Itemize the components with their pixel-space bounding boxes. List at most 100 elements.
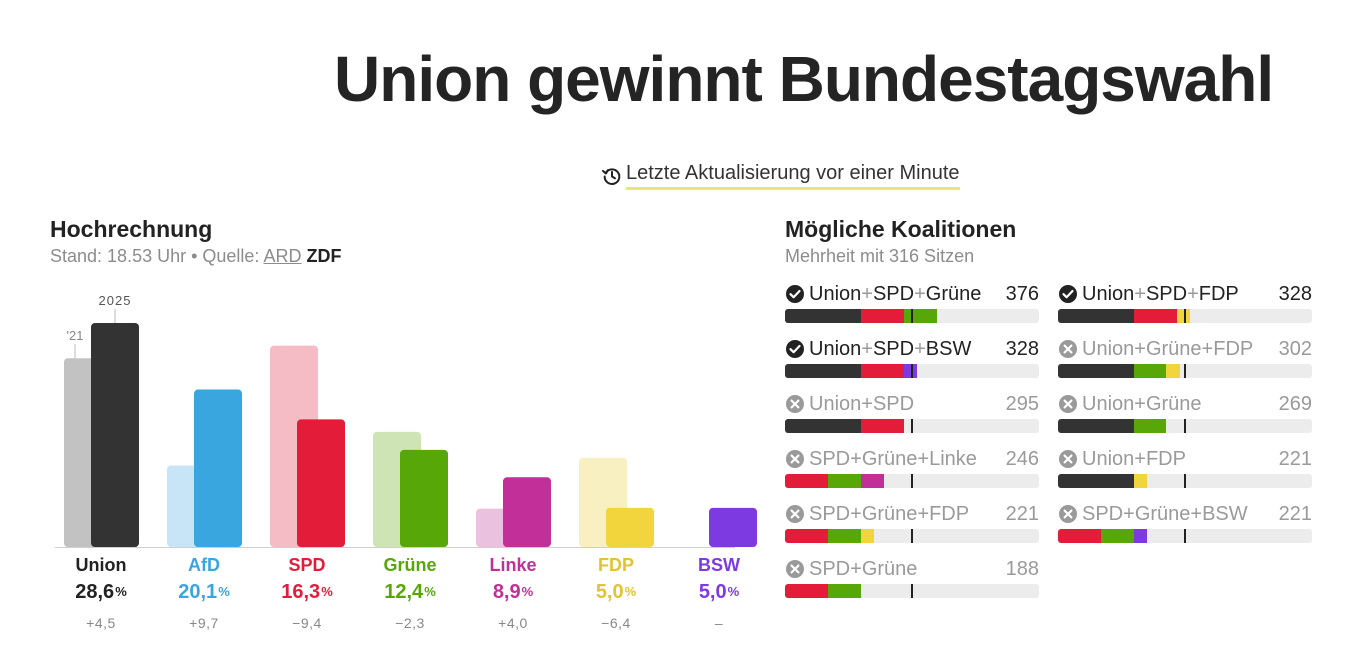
seat-segment-gruene	[1133, 364, 1167, 378]
party-change: –	[714, 615, 724, 631]
coalition-name: Union+SPD+Grüne	[809, 283, 1006, 306]
coalition-party: Grüne	[1145, 337, 1202, 360]
headline: Union gewinnt Bundestagswahl	[334, 43, 1274, 115]
coalition-seats: 188	[1005, 557, 1039, 580]
coalition-header: SPD+Grüne 188	[785, 557, 1039, 581]
coalition-seat-bar	[785, 584, 1039, 598]
party-value: 12,4	[384, 581, 424, 603]
seat-segment-spd	[860, 419, 904, 433]
coalition-union-spd-fdp[interactable]: Union+SPD+FDP 328	[1058, 282, 1312, 323]
seat-segment-union	[1058, 309, 1134, 323]
check-circle-icon	[785, 284, 805, 304]
party-name: Union	[75, 555, 127, 575]
coalition-header: Union+SPD+BSW 328	[785, 337, 1039, 361]
coalition-party: Grüne	[925, 282, 982, 305]
coalitions-title: Mögliche Koalitionen	[785, 216, 1017, 242]
coalition-seat-bar	[785, 309, 1039, 323]
coalition-party: Union	[809, 392, 862, 415]
party-result-fdp[interactable]: FDP 5,0% −6,4	[566, 553, 666, 631]
percent-sign: %	[624, 584, 637, 599]
plus-sign: +	[1134, 282, 1146, 305]
plus-sign: +	[1134, 447, 1146, 470]
party-value: 5,0	[595, 581, 624, 603]
x-circle-icon	[785, 504, 805, 524]
plus-sign: +	[861, 337, 873, 360]
percent-sign: %	[727, 584, 740, 599]
seat-segment-fdp	[1176, 309, 1191, 323]
coalition-header: SPD+Grüne+BSW 221	[1058, 502, 1312, 526]
seat-segment-fdp	[1133, 474, 1148, 488]
bar-2025-union	[91, 322, 139, 547]
coalition-spd-gruene[interactable]: SPD+Grüne 188	[785, 557, 1039, 598]
seat-segment-union	[1058, 364, 1134, 378]
seat-segment-spd	[860, 309, 904, 323]
plus-sign: +	[914, 282, 926, 305]
party-value: 16,3	[281, 581, 321, 603]
coalition-spd-gruene-bsw[interactable]: SPD+Grüne+BSW 221	[1058, 502, 1312, 543]
coalition-party: Union	[1082, 447, 1135, 470]
coalition-header: SPD+Grüne+FDP 221	[785, 502, 1039, 526]
coalition-name: Union+Grüne	[1082, 393, 1279, 416]
coalition-party: BSW	[925, 337, 972, 360]
seat-segment-linke	[860, 474, 885, 488]
coalition-header: Union+SPD+FDP 328	[1058, 282, 1312, 306]
party-name: FDP	[598, 555, 634, 575]
bar-2025-afd	[194, 389, 242, 547]
seat-segment-spd	[785, 584, 829, 598]
majority-marker	[911, 309, 914, 323]
coalition-union-spd[interactable]: Union+SPD 295	[785, 392, 1039, 433]
party-value: 8,9	[492, 581, 521, 603]
party-result-bsw[interactable]: BSW 5,0% –	[669, 553, 769, 631]
coalition-party: Union	[809, 282, 862, 305]
party-result-linke[interactable]: Linke 8,9% +4,0	[463, 553, 563, 631]
coalition-union-gruene-fdp[interactable]: Union+Grüne+FDP 302	[1058, 337, 1312, 378]
party-result-afd[interactable]: AfD 20,1% +9,7	[154, 553, 254, 631]
bar-2025-grüne	[400, 449, 448, 547]
seat-segment-gruene	[1133, 419, 1167, 433]
coalition-spd-gruene-fdp[interactable]: SPD+Grüne+FDP 221	[785, 502, 1039, 543]
party-change: +9,7	[189, 615, 219, 631]
coalition-name: Union+SPD+BSW	[809, 338, 1006, 361]
percent-sign: %	[521, 584, 534, 599]
last-update-link[interactable]: Letzte Aktualisierung vor einer Minute	[601, 162, 960, 190]
coalition-party: Grüne	[1134, 502, 1191, 525]
plus-sign: +	[917, 447, 930, 470]
coalition-header: Union+SPD 295	[785, 392, 1039, 416]
coalition-spd-gruene-linke[interactable]: SPD+Grüne+Linke 246	[785, 447, 1039, 488]
coalition-seats: 376	[1005, 282, 1039, 305]
coalition-union-spd-gruene[interactable]: Union+SPD+Grüne 376	[785, 282, 1039, 323]
coalition-seats: 328	[1005, 337, 1039, 360]
plus-sign: +	[1190, 502, 1203, 525]
party-value-line: 5,0%	[669, 579, 769, 605]
coalition-party: FDP	[929, 502, 970, 525]
coalition-party: SPD	[872, 392, 915, 415]
coalition-party: SPD	[872, 337, 915, 360]
party-value-line: 8,9%	[463, 579, 563, 605]
party-value-line: 28,6%	[51, 579, 151, 605]
coalition-party: Union	[1082, 337, 1135, 360]
coalition-union-gruene[interactable]: Union+Grüne 269	[1058, 392, 1312, 433]
party-result-spd[interactable]: SPD 16,3% −9,4	[257, 553, 357, 631]
check-circle-icon	[785, 339, 805, 359]
plus-sign: +	[850, 447, 862, 470]
coalition-party: Grüne	[861, 557, 918, 580]
seat-segment-gruene	[1101, 529, 1134, 543]
source-ard-link[interactable]: ARD	[263, 246, 302, 266]
party-name: BSW	[698, 555, 740, 575]
x-circle-icon	[1058, 394, 1078, 414]
coalitions-subtitle: Mehrheit mit 316 Sitzen	[785, 246, 975, 266]
coalition-seats: 246	[1005, 447, 1039, 470]
percent-sign: %	[218, 584, 230, 599]
party-result-union[interactable]: Union 28,6% +4,5	[51, 553, 151, 631]
coalition-party: FDP	[1213, 337, 1254, 360]
seat-segment-union	[785, 309, 861, 323]
source-zdf-link[interactable]: ZDF	[306, 246, 342, 266]
coalition-union-fdp[interactable]: Union+FDP 221	[1058, 447, 1312, 488]
plus-sign: +	[1187, 282, 1199, 305]
seat-segment-spd	[1133, 309, 1177, 323]
seat-segment-spd	[1058, 529, 1102, 543]
party-result-grüne[interactable]: Grüne 12,4% −2,3	[360, 553, 460, 631]
coalition-union-spd-bsw[interactable]: Union+SPD+BSW 328	[785, 337, 1039, 378]
party-value-line: 12,4%	[360, 579, 460, 605]
coalition-seat-bar	[1058, 309, 1312, 323]
